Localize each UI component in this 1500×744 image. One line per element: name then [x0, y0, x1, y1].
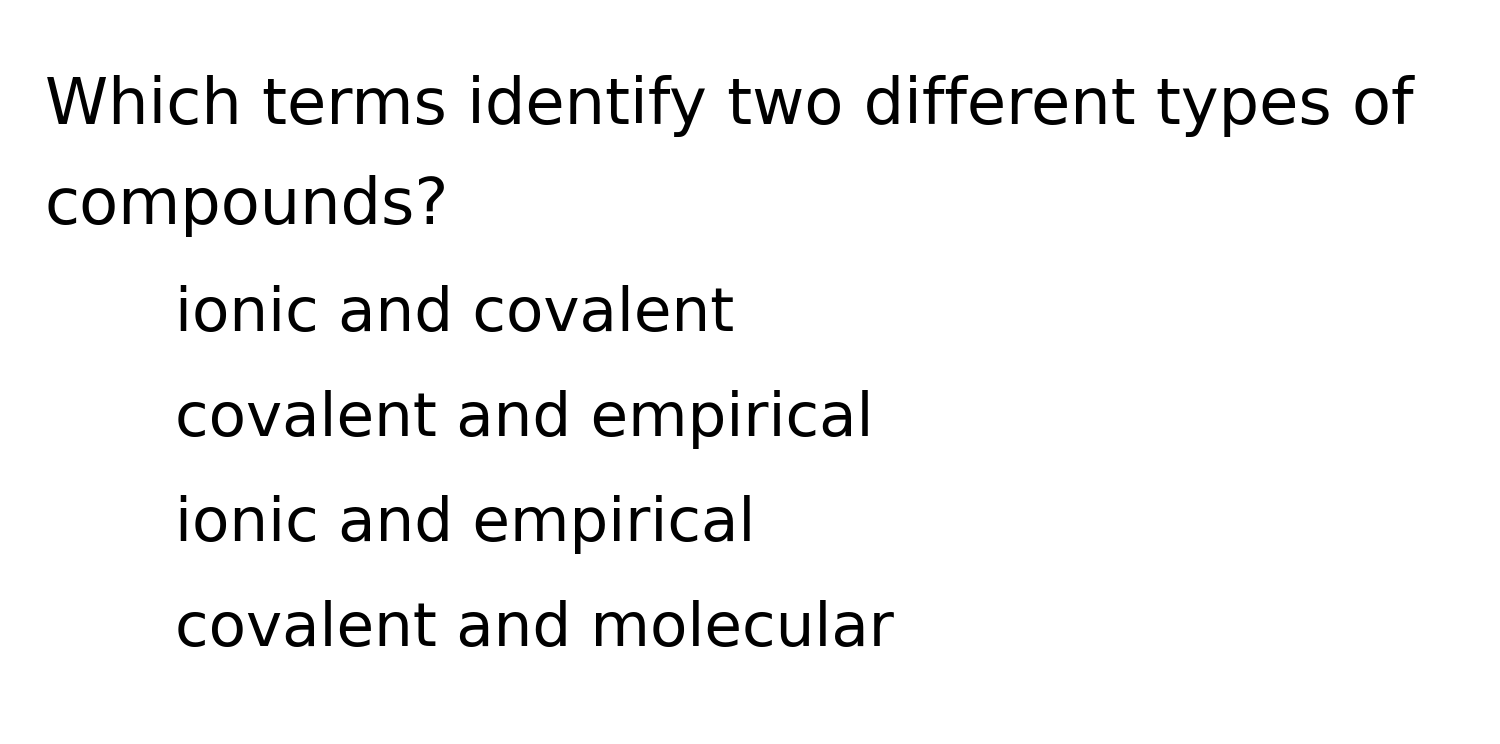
Text: covalent and molecular: covalent and molecular: [176, 600, 894, 659]
Text: Which terms identify two different types of: Which terms identify two different types…: [45, 75, 1413, 137]
Text: ionic and empirical: ionic and empirical: [176, 495, 756, 554]
Text: covalent and empirical: covalent and empirical: [176, 390, 873, 449]
Text: compounds?: compounds?: [45, 175, 450, 237]
Text: ionic and covalent: ionic and covalent: [176, 285, 735, 344]
